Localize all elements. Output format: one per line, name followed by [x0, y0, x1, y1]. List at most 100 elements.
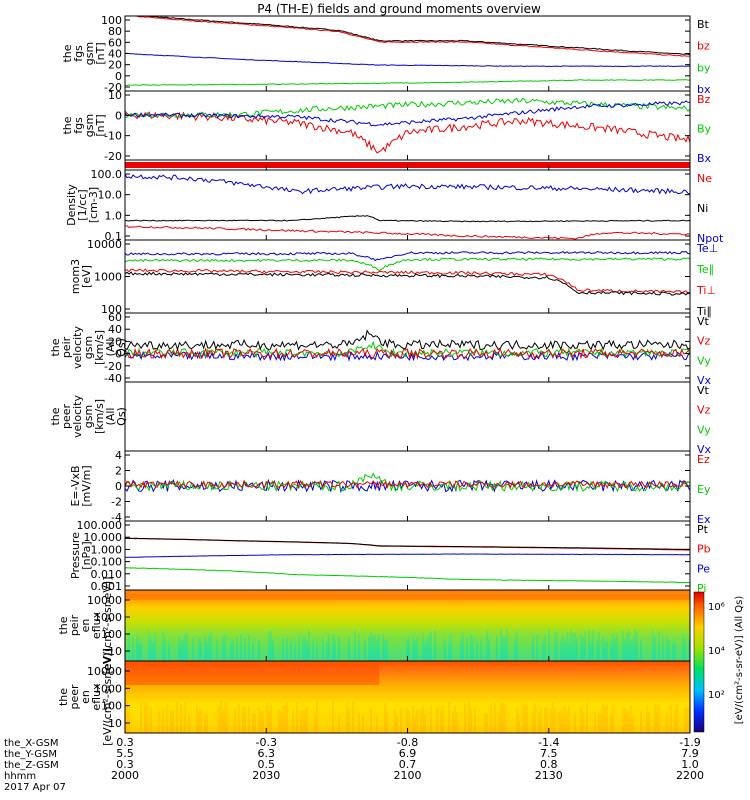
y-tick-label: 10.0: [98, 189, 123, 202]
colorbar-label: [eV/(cm²-s-sr-eV)] (All Qs): [734, 596, 745, 725]
colorbar-tick-label: 10⁶: [708, 602, 725, 613]
y-tick-label: 0: [115, 109, 122, 122]
y-tick-label: 10: [108, 717, 122, 730]
series-npot: [124, 173, 691, 195]
legend-entry-bx: Bx: [697, 152, 712, 165]
y-tick-label: 1.0: [105, 209, 123, 222]
series-vz: [124, 347, 691, 360]
y-tick-label: 0.100: [91, 556, 123, 569]
y-tick-label: 0: [115, 480, 122, 493]
legend-entry-ti: Ti∥: [696, 305, 712, 318]
legend-entry-ez: Ez: [697, 453, 710, 466]
x-row-label-hhmm: hhmm: [4, 771, 36, 782]
y-axis-label-line: fgs: [72, 45, 85, 62]
y-tick-label: 1.000: [91, 543, 123, 556]
series-lines: [124, 537, 691, 584]
y-axis-label-line: [nT]: [94, 114, 107, 136]
colorbar-tick-label: 10⁴: [708, 646, 725, 657]
series-ez: [124, 479, 691, 490]
y-tick-label: -40: [104, 372, 122, 385]
series-lines: [124, 472, 691, 494]
y-axis-label-line: Density: [65, 184, 78, 226]
legend-entry-ey: Ey: [697, 483, 711, 496]
y-axis-label-line: (All: [104, 339, 117, 357]
y-tick-label: 10: [108, 645, 122, 658]
y-axis-label-line: gsm: [83, 42, 96, 65]
legend-entry-ex: Ex: [697, 513, 711, 526]
legend: Ez Ey Ex: [697, 453, 711, 526]
series-te: [124, 257, 691, 272]
y-axis-label-line: velocity: [71, 395, 84, 438]
y-axis-label-line: peir: [68, 614, 81, 636]
y-tick-label: 10000: [87, 665, 122, 678]
x-row-value: -0.3: [256, 736, 277, 749]
x-row-value: 2100: [394, 769, 422, 782]
legend-entry-vy: Vy: [697, 423, 711, 436]
panel-frame: [124, 169, 691, 241]
spectrogram-texture: [124, 629, 690, 661]
y-tick-label: 0.001: [91, 580, 123, 593]
y-tick-label: 10: [108, 89, 122, 102]
series-pi: [124, 567, 691, 584]
legend-entry-by: By: [697, 123, 712, 136]
legend-entry-te: Te∥: [696, 263, 714, 276]
y-axis-label-line: gsm: [82, 336, 95, 359]
y-axis-label-line: gsm: [82, 405, 95, 428]
legend-entry-vz: Vz: [697, 404, 711, 417]
legend-entry-pb: Pb: [697, 543, 711, 556]
x-row-value: 6.9: [399, 747, 417, 760]
y-axis-label-line: [mV/m]: [80, 465, 93, 506]
spectrogram-band: [125, 663, 380, 685]
series-pe: [124, 553, 691, 558]
y-axis-label-line: peer: [68, 684, 81, 710]
y-axis-label-line: [eV/(cm²-s-sr-eV)]: [101, 648, 114, 746]
y-axis-label-line: [cm-3]: [87, 187, 100, 223]
y-axis-label-line: [km/s]: [93, 399, 106, 434]
series-lines: [124, 173, 691, 240]
x-row-label-the-z-gsm: the_Z-GSM: [4, 760, 59, 771]
x-row-label-the-y-gsm: the_Y-GSM: [4, 749, 57, 760]
y-axis-label-line: the: [57, 616, 70, 634]
y-tick-label: 100.0: [91, 168, 123, 181]
series-lines: [124, 329, 691, 362]
y-tick-label: 20: [108, 59, 122, 72]
y-tick-label: 80: [108, 25, 122, 38]
legend-entry-te: Te⊥: [696, 242, 718, 255]
legend-entry-ni: Ni: [697, 202, 708, 215]
legend-entry-bx: bx: [697, 83, 711, 96]
y-tick-label: 0.010: [91, 568, 123, 581]
y-axis-label-line: the: [49, 407, 62, 425]
y-axis-label-line: E=-VxB: [69, 465, 82, 506]
spectrogram-band: [125, 594, 690, 600]
x-row-value: 6.3: [258, 747, 276, 760]
panel-7: thepeervelocitygsm[km/s](AllQs) Vt Vz Vy Vx: [49, 381, 712, 456]
y-tick-label: -10: [104, 130, 122, 143]
panel-9: 100.00010.0001.0000.1000.0100.001Pressur…: [69, 519, 711, 595]
spectrogram-texture: [124, 700, 690, 733]
legend-entry-vx: Vx: [697, 443, 712, 456]
series-lines: [124, 15, 691, 87]
y-tick-label: 100.000: [77, 519, 123, 532]
y-axis-label-line: [nT]: [94, 42, 107, 64]
y-axis-label: thefgsgsm[nT]: [61, 42, 107, 65]
x-row-value: 7.5: [540, 747, 558, 760]
legend-entry-bt: Bt: [697, 18, 710, 31]
y-axis-label-line: Qs): [115, 338, 128, 357]
y-axis-label-line: the: [57, 688, 70, 706]
y-axis-label: thepeireneflux[eV/(cm²-s-sr-eV)]: [57, 577, 114, 675]
y-tick-label: 100: [101, 303, 122, 316]
series-ti: [124, 268, 691, 295]
y-axis-label-line: fgs: [72, 117, 85, 134]
y-axis-label-line: the: [61, 44, 74, 62]
panel-2: 10 0 -10 -20 thefgsgsm[nT] Bz By Bx: [61, 89, 712, 165]
x-row-value: -0.8: [397, 736, 418, 749]
y-axis-label-line: the: [61, 116, 74, 134]
y-axis-label: E=-VxB[mV/m]: [69, 465, 93, 506]
x-row-value: 2200: [676, 769, 704, 782]
series-bz: [124, 110, 691, 154]
legend-entry-vx: Vx: [697, 374, 712, 387]
legend: Vt Vz Vy Vx: [697, 315, 712, 387]
y-axis-label-line: velocity: [71, 326, 84, 369]
